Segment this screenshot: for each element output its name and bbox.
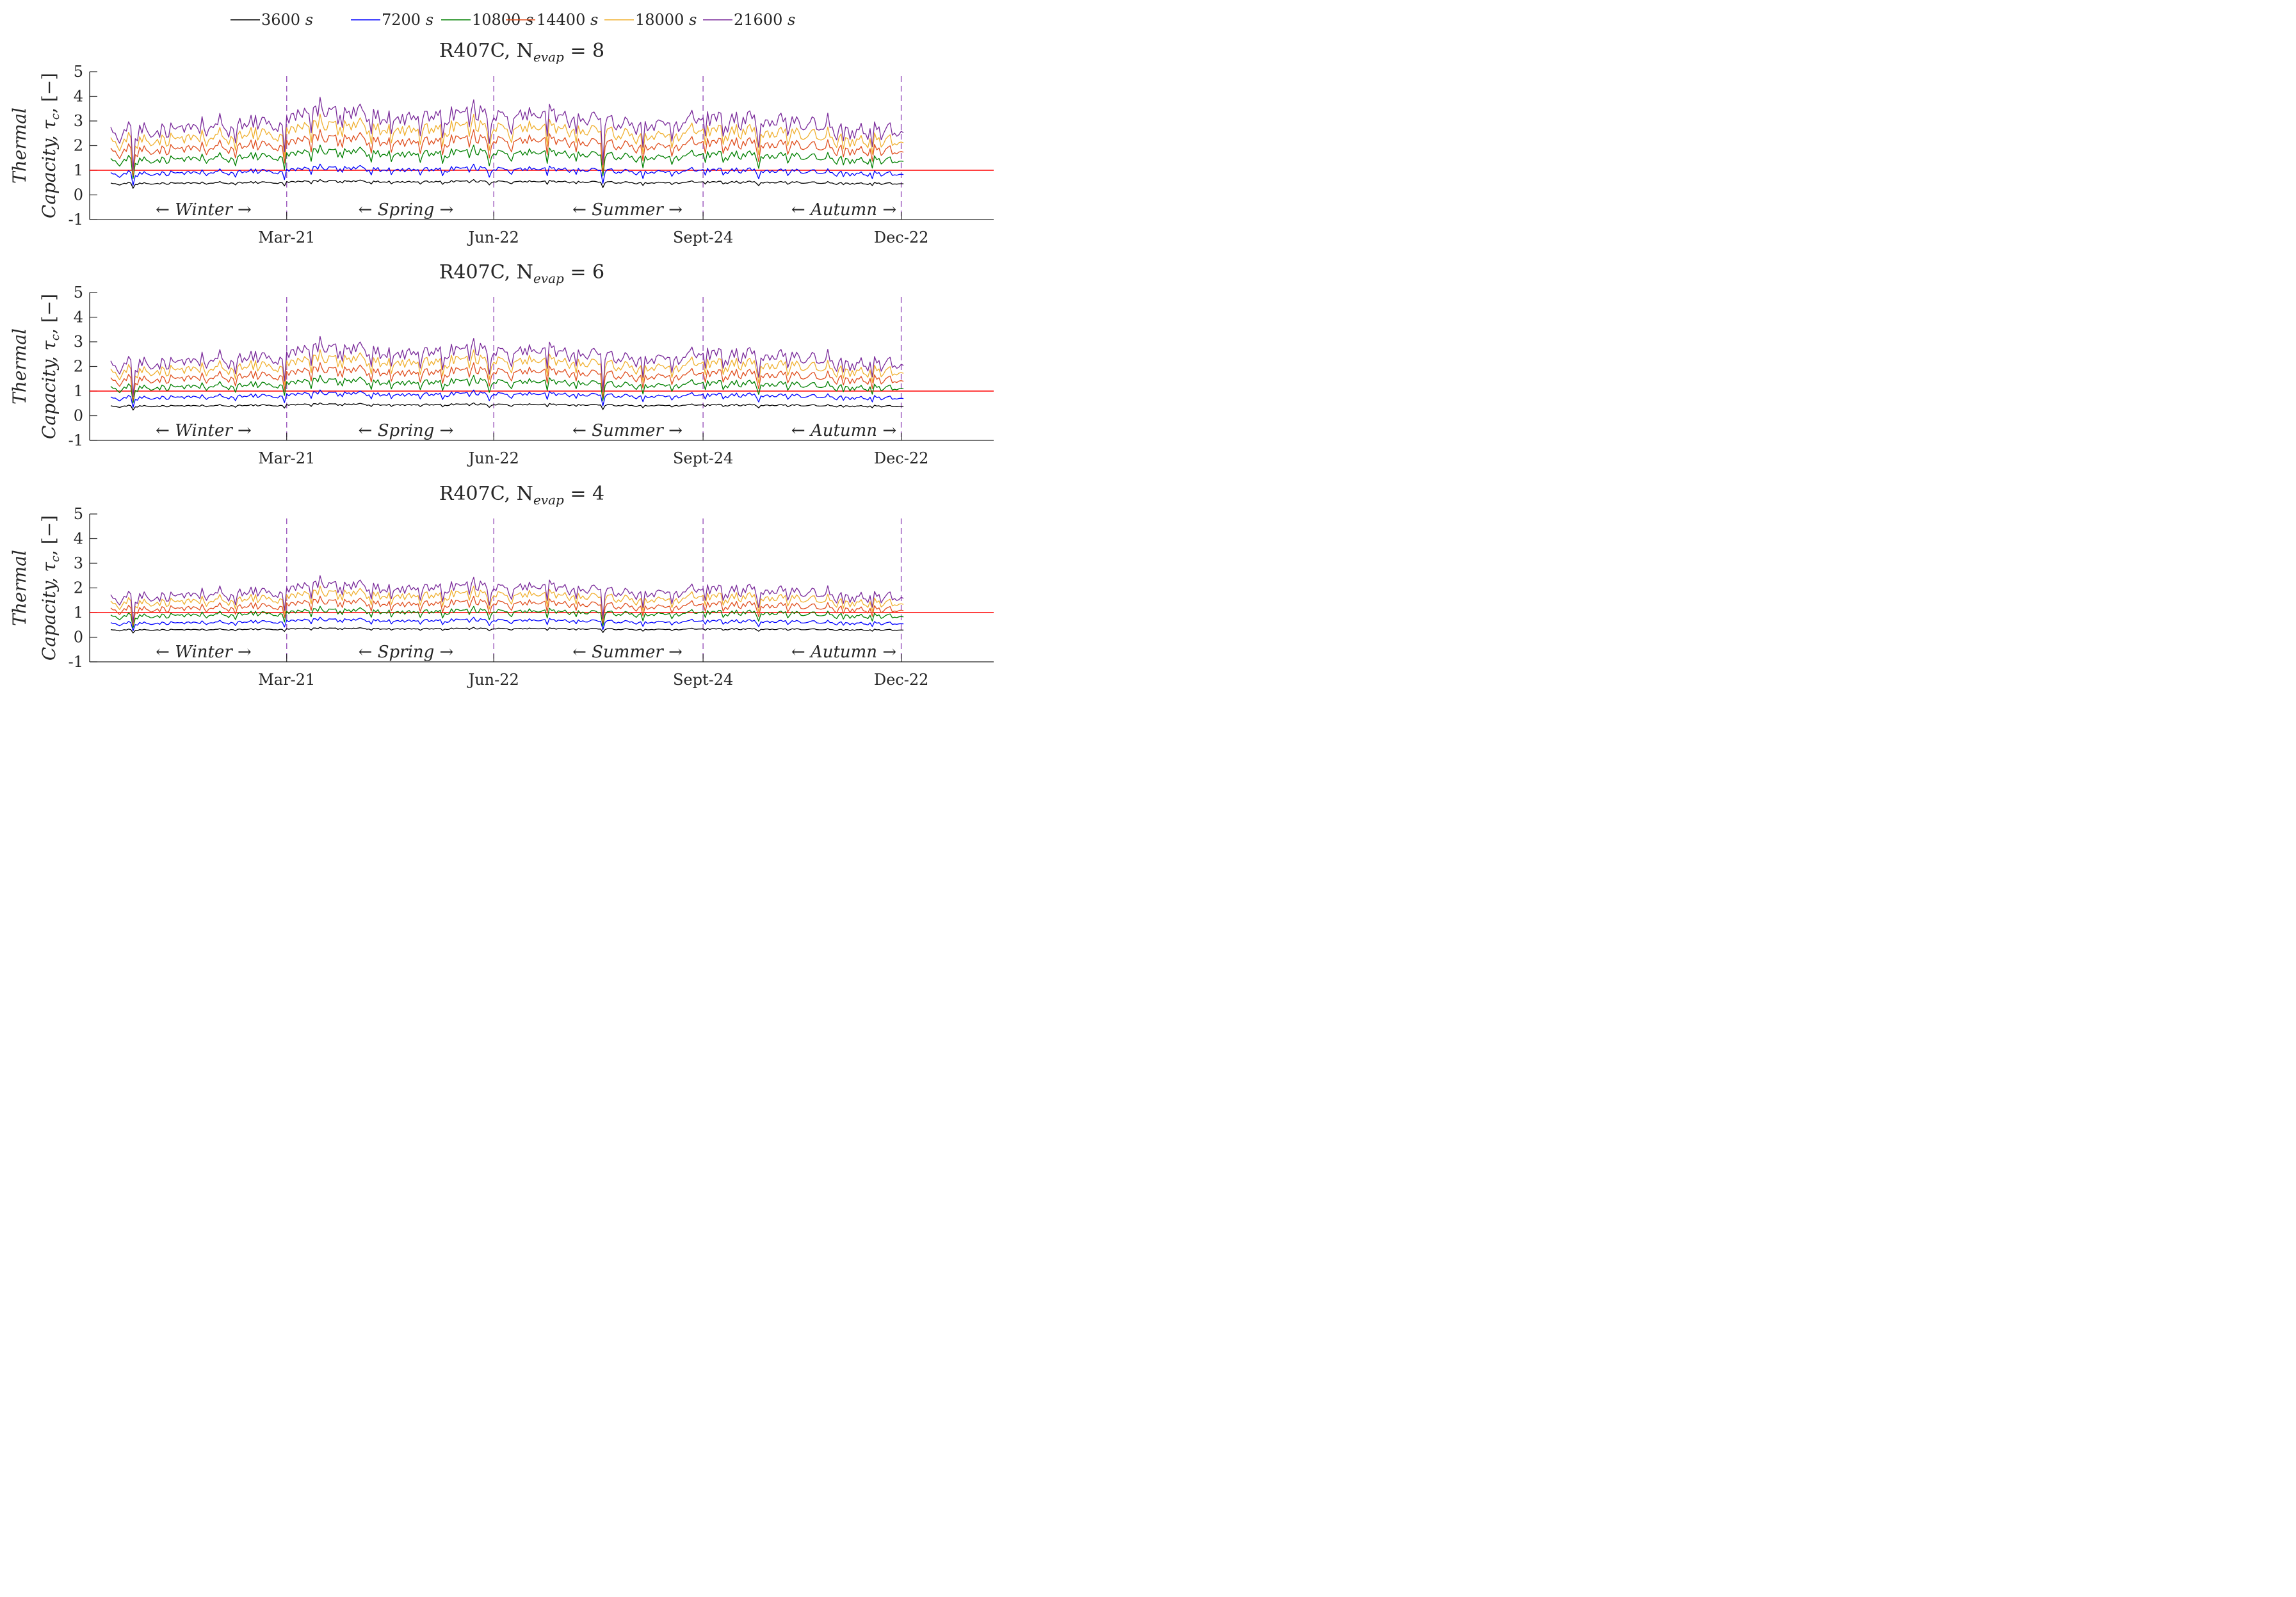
series-line-10800-s bbox=[110, 144, 904, 179]
season-label: ← Winter → bbox=[156, 643, 252, 662]
y-tick-label: 5 bbox=[74, 505, 83, 523]
season-label: ← Spring → bbox=[359, 421, 454, 440]
x-tick-label: Sept-24 bbox=[673, 671, 733, 689]
figure-canvas: 3600 s 7200 s 10800 s 14400 s 18000 s 21600 s… bbox=[9, 11, 994, 689]
season-label: ← Spring → bbox=[359, 643, 454, 662]
x-tick-label: Dec-22 bbox=[874, 671, 929, 689]
y-tick-label: 3 bbox=[74, 554, 83, 572]
legend-label-14400: 14400 s bbox=[537, 11, 598, 29]
x-tick-label: Mar-21 bbox=[258, 449, 315, 467]
season-label: ← Autumn → bbox=[791, 421, 896, 440]
series-line-7200-s bbox=[110, 389, 904, 408]
series-line-21600-s bbox=[110, 335, 904, 397]
panel-2: R407C, Nevap = 6 Thermal Capacity, τc, [−]… bbox=[9, 261, 994, 467]
y-tick-label: 1 bbox=[74, 604, 83, 622]
series-line-7200-s bbox=[110, 163, 904, 186]
legend-entry-21600: 21600 s bbox=[703, 11, 795, 29]
x-tick-label: Mar-21 bbox=[258, 229, 315, 246]
y-axis-label-line2: Capacity, τc, [−] bbox=[38, 73, 62, 218]
legend-label-3600: 3600 s bbox=[261, 11, 313, 29]
season-label: ← Spring → bbox=[359, 200, 454, 220]
legend-entry-14400: 14400 s bbox=[506, 11, 598, 29]
y-tick-label: -1 bbox=[69, 211, 83, 229]
y-tick-label: 1 bbox=[74, 382, 83, 400]
y-tick-label: 4 bbox=[74, 530, 83, 548]
series-line-3600-s bbox=[110, 627, 904, 634]
season-label: ← Summer → bbox=[572, 643, 683, 662]
x-tick-label: Sept-24 bbox=[673, 449, 733, 467]
panel-title: R407C, Nevap = 8 bbox=[439, 40, 604, 65]
series-line-3600-s bbox=[110, 402, 904, 411]
y-tick-label: 2 bbox=[74, 137, 83, 155]
y-tick-label: 2 bbox=[74, 358, 83, 376]
y-axis-label-line2: Capacity, τc, [−] bbox=[38, 515, 62, 661]
chart-panels: R407C, Nevap = 8 Thermal Capacity, τc, [−]… bbox=[9, 40, 994, 689]
series-line-21600-s bbox=[110, 97, 904, 172]
y-tick-label: 5 bbox=[74, 63, 83, 81]
y-tick-label: 1 bbox=[74, 161, 83, 179]
series-line-18000-s bbox=[110, 113, 904, 173]
y-tick-label: 4 bbox=[74, 88, 83, 106]
legend: 3600 s 7200 s 10800 s 14400 s 18000 s 21600 s bbox=[230, 11, 795, 29]
series-line-14400-s bbox=[110, 595, 904, 627]
series-line-18000-s bbox=[110, 349, 904, 399]
y-axis-label-line2: Capacity, τc, [−] bbox=[38, 294, 62, 439]
y-tick-label: 3 bbox=[74, 112, 83, 130]
series-line-3600-s bbox=[110, 179, 904, 189]
x-tick-label: Jun-22 bbox=[467, 671, 519, 689]
y-tick-label: 0 bbox=[74, 407, 83, 425]
y-tick-label: 0 bbox=[74, 186, 83, 204]
y-tick-label: 3 bbox=[74, 333, 83, 351]
legend-entry-18000: 18000 s bbox=[604, 11, 697, 29]
y-tick-label: -1 bbox=[69, 653, 83, 671]
season-label: ← Autumn → bbox=[791, 643, 896, 662]
x-tick-label: Dec-22 bbox=[874, 449, 929, 467]
panel-1: R407C, Nevap = 8 Thermal Capacity, τc, [−]… bbox=[9, 40, 994, 246]
season-label: ← Summer → bbox=[572, 200, 683, 220]
y-axis-label-line1: Thermal bbox=[9, 328, 30, 405]
legend-entry-7200: 7200 s bbox=[351, 11, 433, 29]
y-tick-label: 0 bbox=[74, 629, 83, 646]
series-line-14400-s bbox=[110, 129, 904, 177]
x-tick-label: Jun-22 bbox=[467, 229, 519, 246]
x-tick-label: Jun-22 bbox=[467, 449, 519, 467]
season-label: ← Winter → bbox=[156, 200, 252, 220]
series-line-7200-s bbox=[110, 616, 904, 632]
series-line-18000-s bbox=[110, 585, 904, 624]
legend-label-21600: 21600 s bbox=[734, 11, 795, 29]
x-tick-label: Sept-24 bbox=[673, 229, 733, 246]
y-axis-label-line1: Thermal bbox=[9, 108, 30, 184]
season-label: ← Autumn → bbox=[791, 200, 896, 220]
y-axis-label-line1: Thermal bbox=[9, 550, 30, 626]
panel-title: R407C, Nevap = 4 bbox=[439, 483, 604, 508]
series-line-10800-s bbox=[110, 374, 904, 404]
legend-label-7200: 7200 s bbox=[382, 11, 433, 29]
season-label: ← Winter → bbox=[156, 421, 252, 440]
series-line-14400-s bbox=[110, 362, 904, 401]
y-tick-label: -1 bbox=[69, 431, 83, 449]
series-line-10800-s bbox=[110, 606, 904, 629]
y-tick-label: 4 bbox=[74, 309, 83, 326]
legend-entry-3600: 3600 s bbox=[230, 11, 313, 29]
panel-title: R407C, Nevap = 6 bbox=[439, 261, 604, 286]
x-tick-label: Mar-21 bbox=[258, 671, 315, 689]
y-tick-label: 5 bbox=[74, 284, 83, 301]
legend-label-18000: 18000 s bbox=[635, 11, 697, 29]
panel-3: R407C, Nevap = 4 Thermal Capacity, τc, [−]… bbox=[9, 483, 994, 689]
season-label: ← Summer → bbox=[572, 421, 683, 440]
y-tick-label: 2 bbox=[74, 579, 83, 597]
x-tick-label: Dec-22 bbox=[874, 229, 929, 246]
series-line-21600-s bbox=[110, 575, 904, 623]
